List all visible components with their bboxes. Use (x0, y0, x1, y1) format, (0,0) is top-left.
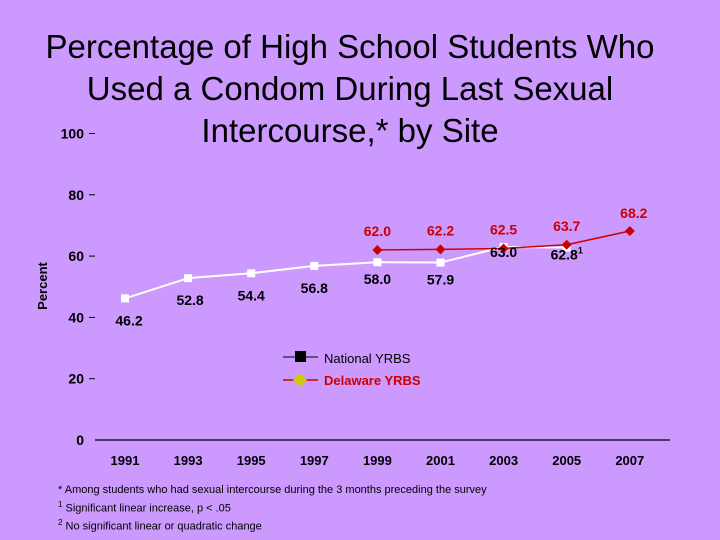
x-tick-label: 1999 (363, 453, 392, 468)
x-tick-label: 1995 (237, 453, 266, 468)
delaware-data-label: 62.0 (364, 223, 391, 239)
national-data-label: 52.8 (176, 292, 203, 308)
national-data-label: 58.0 (364, 271, 391, 287)
delaware-point (372, 244, 383, 255)
delaware-point (561, 239, 572, 250)
national-point (184, 274, 193, 283)
delaware-point (624, 225, 635, 236)
y-tick-label: 40 (68, 309, 84, 325)
national-point (310, 261, 319, 270)
y-tick-label: 20 (68, 371, 84, 387)
delaware-data-label: 62.2 (427, 222, 454, 238)
y-axis-label: Percent (35, 261, 50, 309)
y-tick-label: 80 (68, 187, 84, 203)
national-series-segment (188, 272, 252, 280)
x-tick-label: 2001 (426, 453, 455, 468)
y-tick-label: 60 (68, 248, 84, 264)
legend-delaware-label: Delaware YRBS (324, 373, 421, 388)
national-data-label: 46.2 (115, 312, 142, 328)
delaware-series-segment (440, 247, 504, 251)
national-data-label: 62.81 (551, 246, 583, 263)
delaware-series-segment (503, 244, 567, 250)
national-series-segment (314, 261, 378, 267)
delaware-data-label: 62.5 (490, 221, 517, 237)
national-point (121, 294, 129, 303)
delaware-data-label: 68.2 (620, 205, 647, 221)
national-point (373, 258, 382, 267)
y-tick-label: 0 (76, 432, 84, 448)
national-data-label: 56.8 (301, 280, 328, 296)
title-line-1: Percentage of High School Students Who (45, 28, 655, 65)
x-tick-label: 1997 (300, 453, 329, 468)
legend-national-label: National YRBS (324, 351, 411, 366)
legend-delaware-marker (293, 373, 307, 387)
delaware-point (435, 244, 446, 255)
footnote-3: 2 No significant linear or quadratic cha… (58, 517, 262, 533)
national-data-label: 54.4 (238, 287, 265, 303)
delaware-series-segment (377, 248, 441, 251)
footnote-1: * Among students who had sexual intercou… (58, 484, 487, 496)
x-tick-label: 2007 (615, 453, 644, 468)
x-tick-label: 2003 (489, 453, 518, 468)
y-tick-label: 100 (61, 126, 85, 142)
delaware-series-segment (566, 230, 630, 246)
national-data-label: 57.9 (427, 272, 454, 288)
delaware-point (498, 243, 509, 254)
x-tick-label: 2005 (552, 453, 581, 468)
national-data-label: 63.0 (490, 244, 517, 260)
chart-title: Percentage of High School Students Who U… (0, 26, 700, 152)
legend-national-marker (295, 351, 306, 362)
title-line-3: Intercourse,* by Site (201, 112, 499, 149)
national-series-segment (251, 264, 315, 275)
national-series-segment (440, 245, 504, 264)
delaware-data-label: 63.7 (553, 218, 580, 234)
superscript-marker: 1 (578, 246, 583, 256)
x-tick-label: 1991 (111, 453, 140, 468)
footnotes: * Among students who had sexual intercou… (58, 484, 487, 534)
title-line-2: Used a Condom During Last Sexual (86, 70, 614, 107)
x-tick-label: 1993 (174, 453, 203, 468)
national-point (247, 269, 256, 278)
national-point (436, 258, 445, 267)
national-series-segment (124, 277, 189, 300)
footnote-2: 1 Significant linear increase, p < .05 (58, 499, 231, 515)
